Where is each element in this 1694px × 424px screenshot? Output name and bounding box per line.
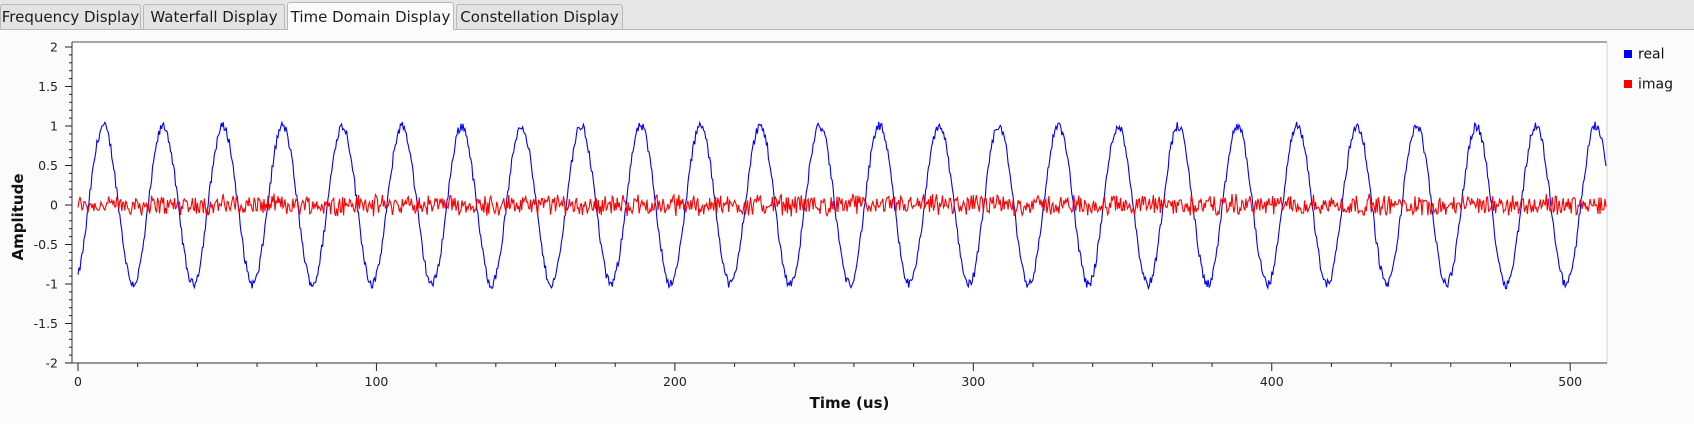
y-tick-label: 1.5 xyxy=(38,79,58,94)
legend-swatch-imag xyxy=(1624,80,1632,88)
tab-time-domain-display[interactable]: Time Domain Display xyxy=(287,2,454,30)
y-axis-title: Amplitude xyxy=(9,173,27,260)
x-tick-label: 300 xyxy=(961,374,985,389)
time-domain-plot-panel: 2 1.5 1 0.5 0 -0.5 -1 -1.5 -2 0 100 200 300 400 500 Tim… xyxy=(0,30,1694,424)
x-tick-label: 400 xyxy=(1260,374,1284,389)
time-domain-plot[interactable]: 2 1.5 1 0.5 0 -0.5 -1 -1.5 -2 0 100 200 300 400 500 Tim… xyxy=(0,30,1694,424)
tab-bar-divider xyxy=(0,29,1694,30)
tab-waterfall-display[interactable]: Waterfall Display xyxy=(143,4,285,29)
y-tick-label: -0.5 xyxy=(34,237,58,252)
y-tick-label: -2 xyxy=(46,356,58,371)
x-tick-label: 0 xyxy=(74,374,82,389)
legend-label-imag: imag xyxy=(1638,77,1673,93)
legend-swatch-real xyxy=(1624,50,1632,58)
y-tick-label: -1 xyxy=(46,277,58,292)
x-tick-label: 100 xyxy=(365,374,389,389)
y-tick-label: 0 xyxy=(50,198,58,213)
y-tick-label: 2 xyxy=(50,40,58,55)
series-line-imag xyxy=(77,192,1607,218)
x-axis-title: Time (us) xyxy=(810,394,890,412)
tab-constellation-display[interactable]: Constellation Display xyxy=(456,4,623,29)
tab-frequency-display[interactable]: Frequency Display xyxy=(0,4,141,29)
y-tick-label: -1.5 xyxy=(34,316,58,331)
legend-label-real: real xyxy=(1638,47,1665,63)
y-tick-label: 0.5 xyxy=(38,158,58,173)
series-line-real xyxy=(77,120,1607,291)
x-tick-label: 200 xyxy=(663,374,687,389)
tab-bar: Frequency Display Waterfall Display Time… xyxy=(0,0,1694,31)
y-tick-label: 1 xyxy=(50,119,58,134)
x-tick-label: 500 xyxy=(1558,374,1582,389)
